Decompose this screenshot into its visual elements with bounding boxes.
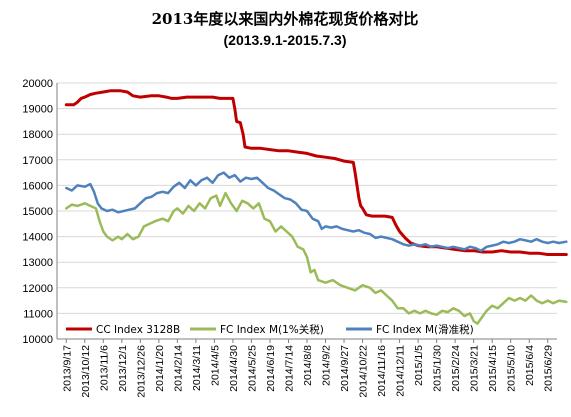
x-axis: 2013/9/17 2013/10/12 2013/11/6 2013/12/1 201… xyxy=(57,338,557,398)
legend-label-2: FC Index M(滑准税) xyxy=(376,323,474,336)
y-tick-label: 13000 xyxy=(22,257,53,269)
x-tick-label: 2014/6/19 xyxy=(265,345,277,392)
y-tick-label: 15000 xyxy=(22,206,53,218)
chart-subtitle: (2013.9.1-2015.7.3) xyxy=(224,32,347,48)
y-axis: 10000 11000 12000 13000 14000 15000 16000 17000… xyxy=(22,78,58,346)
x-tick-label: 2015/1/30 xyxy=(432,345,444,392)
series-lines xyxy=(64,89,568,325)
x-tick-label: 2014/1/20 xyxy=(154,345,166,392)
chart-title: 2013年度以来国内外棉花现货价格对比 xyxy=(152,10,419,28)
y-tick-label: 20000 xyxy=(22,78,53,90)
x-tick-label: 2013/9/17 xyxy=(61,345,73,392)
series-line-1 xyxy=(65,191,568,325)
x-tick-label: 2015/4/15 xyxy=(487,345,499,392)
y-tick-label: 18000 xyxy=(22,129,53,141)
x-tick-label: 2015/1/5 xyxy=(413,345,425,386)
x-tick-label: 2014/3/11 xyxy=(191,345,203,391)
x-tick-label: 2014/9/2 xyxy=(321,345,333,386)
y-tick-label: 14000 xyxy=(22,232,53,244)
y-tick-label: 16000 xyxy=(22,180,53,192)
x-tick-label: 2015/2/24 xyxy=(450,345,462,392)
x-tick-label: 2014/10/22 xyxy=(358,345,370,398)
legend: CC Index 3128B FC Index M(1%关税) FC Index M… xyxy=(66,323,474,336)
x-tick-label: 2013/11/6 xyxy=(98,345,110,391)
x-tick-label: 2014/11/16 xyxy=(376,345,388,397)
x-tick-label: 2015/6/29 xyxy=(543,345,555,392)
x-tick-label: 2014/7/14 xyxy=(283,345,295,392)
y-tick-label: 12000 xyxy=(22,283,53,295)
series-line-2 xyxy=(65,171,568,252)
x-tick-label: 2014/4/30 xyxy=(228,345,240,392)
series-line-0 xyxy=(64,89,568,256)
x-tick-label: 2015/5/10 xyxy=(506,345,518,392)
y-tick-label: 19000 xyxy=(22,104,53,116)
x-tick-label: 2013/12/26 xyxy=(135,345,147,398)
x-tick-label: 2013/12/1 xyxy=(117,345,129,392)
x-tick-label: 2013/10/12 xyxy=(80,345,92,398)
y-tick-label: 10000 xyxy=(22,334,53,346)
y-tick-label: 11000 xyxy=(23,308,53,320)
x-tick-label: 2014/5/25 xyxy=(246,345,258,392)
x-tick-label: 2014/8/8 xyxy=(302,345,314,386)
legend-label-0: CC Index 3128B xyxy=(96,324,180,336)
x-tick-label: 2014/12/11 xyxy=(395,345,407,397)
x-tick-label: 2014/2/14 xyxy=(172,345,184,392)
legend-label-1: FC Index M(1%关税) xyxy=(220,323,324,336)
x-tick-label: 2015/3/21 xyxy=(469,345,481,392)
x-tick-label: 2014/9/27 xyxy=(339,345,351,392)
x-tick-label: 2014/4/5 xyxy=(209,345,221,386)
y-tick-label: 17000 xyxy=(22,155,53,167)
x-tick-label: 2015/6/4 xyxy=(524,345,536,386)
